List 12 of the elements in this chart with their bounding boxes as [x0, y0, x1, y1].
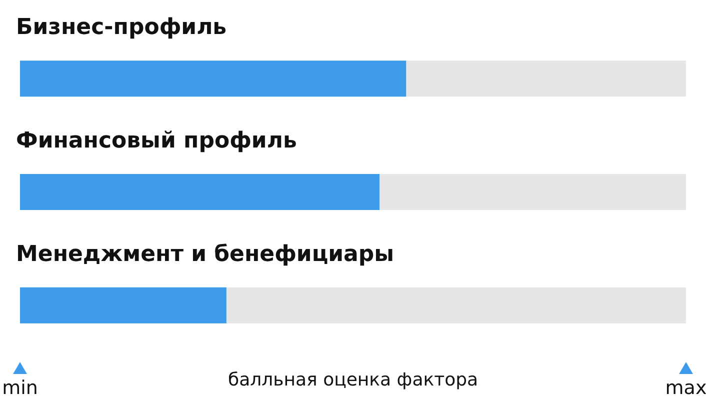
bar [406, 60, 686, 97]
bar [20, 287, 226, 324]
y-tick-label: Менеджмент и бенефициары [16, 242, 394, 267]
bar [20, 60, 406, 97]
bar [226, 287, 686, 324]
bar [20, 174, 380, 210]
text: min [2, 377, 38, 399]
x-axis-title: балльная оценка фактора [228, 370, 478, 390]
y-tick-label: Финансовый профиль [16, 128, 297, 154]
text: max [665, 377, 706, 399]
y-tick-label: Бизнес-профиль [16, 15, 227, 40]
bar [380, 174, 686, 210]
